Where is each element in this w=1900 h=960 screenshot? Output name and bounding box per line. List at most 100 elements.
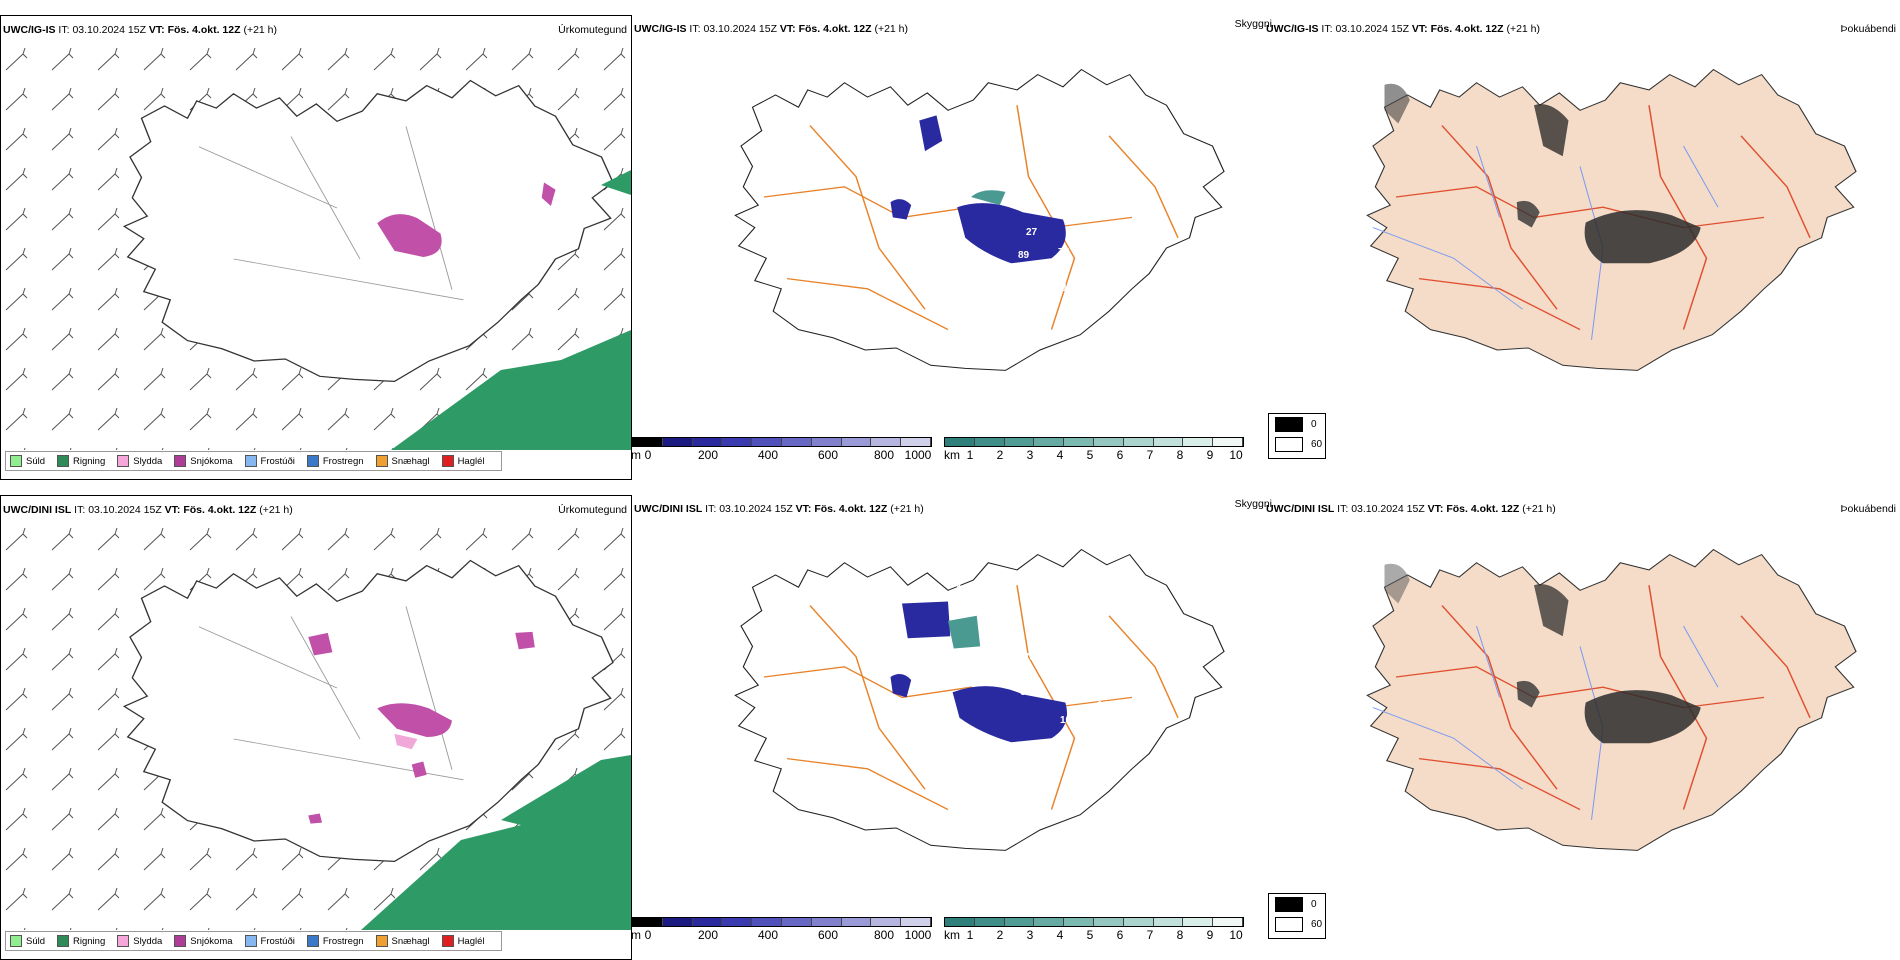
colorbar-tick: 7 bbox=[1146, 928, 1154, 942]
colorbar-tick: 1 bbox=[966, 448, 974, 462]
colorbar-tick: 0 bbox=[644, 448, 652, 462]
cloudbase-colorbar: m 0 200 400 600 800 1000 bbox=[631, 917, 932, 945]
panel-title: Skyggni bbox=[1234, 18, 1272, 30]
colorbar-tick: 2 bbox=[996, 448, 1004, 462]
legend-item: Slydda bbox=[117, 935, 162, 947]
legend-swatch bbox=[10, 935, 22, 947]
colorbar-tick: 4 bbox=[1056, 448, 1064, 462]
colorbar-tick: 9 bbox=[1206, 448, 1214, 462]
cloud-value-label: 115 bbox=[1044, 267, 1061, 278]
colorbar-tick: 0 bbox=[644, 928, 652, 942]
panel-header: UWC/DINI ISL IT: 03.10.2024 15Z VT: Fös.… bbox=[3, 504, 293, 516]
panel-title: Þokuábendi bbox=[1840, 23, 1896, 35]
cloud-value-label: 15 bbox=[1050, 207, 1062, 218]
cloud-value-label: 91 bbox=[950, 225, 962, 236]
colorbar-strip bbox=[632, 917, 932, 927]
legend-item: Snjókoma bbox=[174, 935, 233, 947]
cloud-value-label: 107 bbox=[1062, 283, 1079, 294]
fog-key-row2: 0 60 bbox=[1268, 893, 1326, 939]
fog-key-swatch bbox=[1275, 896, 1303, 912]
legend-swatch bbox=[174, 455, 187, 467]
colorbar-strip bbox=[944, 917, 1244, 927]
rain-area bbox=[391, 330, 631, 450]
legend-item: Rigning bbox=[57, 455, 105, 467]
colorbar-tick: 200 bbox=[697, 448, 719, 462]
legend-item: Frostregn bbox=[306, 935, 364, 947]
colorbar-tick: 8 bbox=[1176, 448, 1184, 462]
colorbar-tick: 600 bbox=[817, 928, 839, 942]
visibility-colorbar: km 1 2 3 4 5 6 7 8 9 10 bbox=[944, 917, 1244, 945]
legend-swatch bbox=[10, 455, 22, 467]
legend-item: Frostúði bbox=[244, 455, 295, 467]
legend-swatch bbox=[375, 935, 388, 947]
cloud-value-label: 86 bbox=[1120, 685, 1132, 696]
legend-item: Frostregn bbox=[306, 455, 364, 467]
colorbar-tick: 1 bbox=[966, 928, 974, 942]
cloud-value-label: 19 bbox=[1010, 609, 1022, 620]
cloud-value-label: 66 bbox=[1020, 687, 1032, 698]
legend-swatch bbox=[441, 935, 454, 947]
cloud-value-label: 13 bbox=[1052, 637, 1064, 648]
colorbar-tick: 3 bbox=[1026, 928, 1034, 942]
fog-panel-row1: UWC/IG-IS IT: 03.10.2024 15Z VT: Fös. 4.… bbox=[1264, 15, 1900, 480]
precip-legend: Súld Rigning Slydda Snjókoma Frostúði Fr… bbox=[5, 451, 502, 471]
iceland-map bbox=[1366, 68, 1857, 371]
colorbar-tick: 10 bbox=[1229, 928, 1243, 942]
iceland-map bbox=[1, 40, 631, 450]
colorbar-tick: 8 bbox=[1176, 928, 1184, 942]
colorbar-strip bbox=[632, 437, 932, 447]
iceland-map bbox=[1366, 548, 1857, 851]
panel-header: UWC/DINI ISL IT: 03.10.2024 15Z VT: Fös.… bbox=[1266, 503, 1556, 515]
legend-swatch bbox=[117, 455, 130, 467]
cloud-value-label: 27 bbox=[1026, 227, 1038, 238]
legend-item: Rigning bbox=[57, 935, 105, 947]
fog-key-row1: 0 60 bbox=[1268, 413, 1326, 459]
colorbar-tick: 7 bbox=[1146, 448, 1154, 462]
fog-key-high: 60 bbox=[1269, 914, 1325, 934]
colorbar-unit: km bbox=[944, 928, 960, 942]
legend-swatch bbox=[441, 455, 454, 467]
legend-item: Súld bbox=[10, 935, 45, 947]
panel-title: Úrkomutegund bbox=[558, 24, 627, 36]
legend-swatch bbox=[244, 935, 257, 947]
panel-title: Þokuábendi bbox=[1840, 503, 1896, 515]
cloud-value-label: 83 bbox=[948, 670, 960, 681]
legend-item: Snæhagl bbox=[375, 935, 430, 947]
cloud-value-label: 10 bbox=[957, 599, 969, 610]
cloud-value-label: 89 bbox=[1018, 250, 1030, 261]
panel-title: Skyggni bbox=[1234, 498, 1272, 510]
colorbar-tick: 10 bbox=[1229, 448, 1243, 462]
colorbar-tick: 600 bbox=[817, 448, 839, 462]
legend-item: Haglél bbox=[441, 935, 485, 947]
legend-item: Snjókoma bbox=[174, 455, 233, 467]
colorbar-tick: 5 bbox=[1086, 928, 1094, 942]
colorbar-unit: m bbox=[631, 928, 641, 942]
precip-type-panel-row2: UWC/DINI ISL IT: 03.10.2024 15Z VT: Fös.… bbox=[0, 495, 632, 960]
colorbar-tick: 1000 bbox=[904, 928, 932, 942]
panel-title: Úrkomutegund bbox=[558, 504, 627, 516]
cloud-value-label: 144 bbox=[1097, 700, 1114, 711]
snow-area bbox=[377, 214, 442, 257]
colorbar-strip bbox=[944, 437, 1244, 447]
legend-swatch bbox=[57, 935, 70, 947]
fog-key-low: 0 bbox=[1269, 894, 1325, 914]
colorbar-tick: 2 bbox=[996, 928, 1004, 942]
fog-key-low: 0 bbox=[1269, 414, 1325, 434]
precip-type-panel-row1: UWC/IG-IS IT: 03.10.2024 15Z VT: Fös. 4.… bbox=[0, 15, 632, 480]
colorbar-tick: 3 bbox=[1026, 448, 1034, 462]
cloud-value-label: 126 bbox=[992, 599, 1009, 610]
legend-item: Haglél bbox=[441, 455, 485, 467]
legend-swatch bbox=[375, 455, 388, 467]
cloud-value-label: 102 bbox=[1060, 715, 1077, 726]
colorbar-tick: 200 bbox=[697, 928, 719, 942]
cloud-value-label: 10 bbox=[950, 579, 962, 590]
iceland-map bbox=[734, 548, 1225, 851]
fog-key-swatch bbox=[1275, 436, 1303, 452]
colorbar-tick: 400 bbox=[757, 448, 779, 462]
colorbar-tick: 6 bbox=[1116, 928, 1124, 942]
colorbar-tick: 1000 bbox=[904, 448, 932, 462]
legend-item: Frostúði bbox=[244, 935, 295, 947]
colorbar-tick: 800 bbox=[873, 448, 895, 462]
legend-swatch bbox=[57, 455, 70, 467]
fog-key-swatch bbox=[1275, 416, 1303, 432]
